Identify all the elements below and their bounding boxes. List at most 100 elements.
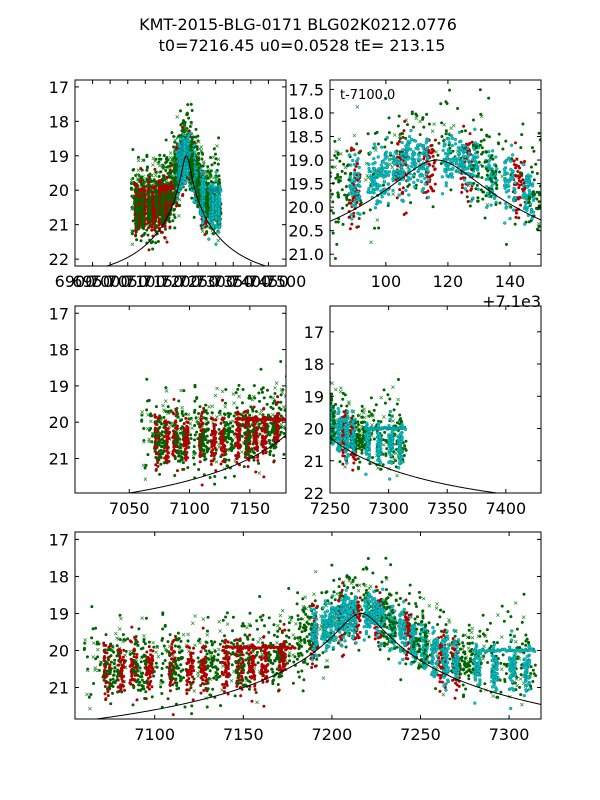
data-point bbox=[447, 143, 451, 147]
data-point bbox=[426, 175, 430, 179]
data-point bbox=[382, 175, 386, 179]
data-point bbox=[412, 173, 416, 177]
data-point bbox=[175, 136, 179, 140]
data-point bbox=[513, 190, 517, 194]
data-point bbox=[418, 174, 422, 178]
data-point bbox=[401, 199, 405, 203]
data-point bbox=[496, 141, 500, 145]
data-point bbox=[519, 180, 523, 184]
data-point bbox=[172, 208, 176, 212]
data-point bbox=[165, 240, 169, 244]
data-point bbox=[153, 188, 157, 192]
data-point bbox=[530, 170, 534, 174]
data-point bbox=[197, 183, 201, 187]
data-point bbox=[444, 129, 448, 133]
data-point bbox=[134, 207, 138, 211]
data-point bbox=[137, 173, 141, 177]
data-point bbox=[491, 172, 495, 176]
data-point bbox=[343, 171, 347, 175]
data-point bbox=[407, 135, 412, 139]
data-point bbox=[520, 174, 524, 178]
data-point bbox=[189, 140, 193, 144]
data-point bbox=[135, 228, 139, 232]
data-point bbox=[148, 177, 152, 181]
data-point bbox=[485, 191, 490, 195]
data-point bbox=[162, 209, 166, 213]
data-point bbox=[215, 144, 219, 148]
data-point bbox=[525, 208, 529, 213]
data-point bbox=[379, 163, 383, 167]
data-point bbox=[139, 182, 143, 186]
data-point bbox=[139, 207, 143, 211]
data-point bbox=[134, 224, 138, 228]
data-point bbox=[396, 142, 400, 146]
data-point bbox=[151, 223, 155, 227]
data-point bbox=[333, 257, 337, 261]
data-point bbox=[165, 212, 169, 216]
x-tick-label: 7100 bbox=[125, 272, 166, 291]
data-point bbox=[131, 177, 135, 181]
data-point bbox=[465, 189, 469, 193]
data-point bbox=[414, 162, 418, 166]
data-point bbox=[426, 178, 431, 182]
data-point bbox=[153, 207, 157, 211]
data-point bbox=[466, 200, 470, 204]
data-point bbox=[331, 231, 335, 235]
data-point bbox=[331, 200, 335, 204]
data-point bbox=[373, 226, 377, 230]
data-point bbox=[476, 196, 480, 200]
data-point bbox=[508, 216, 512, 221]
data-point bbox=[474, 187, 478, 191]
data-point bbox=[375, 218, 380, 222]
data-point bbox=[197, 188, 201, 192]
data-point bbox=[502, 167, 507, 171]
data-point bbox=[147, 180, 151, 184]
data-point bbox=[368, 151, 372, 155]
data-point bbox=[142, 185, 146, 189]
data-point bbox=[363, 178, 368, 182]
data-point bbox=[387, 131, 391, 135]
data-point bbox=[164, 161, 168, 165]
data-point bbox=[160, 200, 164, 204]
data-point bbox=[529, 210, 533, 214]
data-point bbox=[175, 145, 179, 149]
data-point bbox=[147, 209, 151, 213]
data-point bbox=[468, 181, 473, 185]
data-point bbox=[521, 183, 526, 188]
data-point bbox=[323, 146, 326, 149]
data-point bbox=[426, 189, 430, 193]
data-point bbox=[201, 225, 205, 229]
data-point bbox=[160, 230, 164, 234]
data-point bbox=[197, 174, 201, 178]
data-point bbox=[336, 193, 340, 197]
data-point bbox=[507, 180, 511, 184]
x-tick-label: 7450 bbox=[248, 272, 289, 291]
data-point bbox=[177, 134, 181, 138]
data-point bbox=[368, 208, 372, 212]
data-point bbox=[392, 169, 396, 173]
data-point bbox=[479, 139, 483, 143]
data-point bbox=[487, 186, 491, 190]
data-point bbox=[160, 219, 164, 223]
data-point bbox=[401, 190, 405, 194]
data-point bbox=[142, 198, 146, 202]
data-point bbox=[521, 193, 525, 197]
data-point bbox=[440, 175, 445, 179]
data-point bbox=[191, 158, 195, 162]
data-point bbox=[481, 197, 485, 201]
data-point bbox=[131, 147, 135, 151]
data-point bbox=[453, 137, 458, 142]
data-point bbox=[515, 211, 519, 215]
data-point bbox=[173, 152, 177, 156]
data-point bbox=[135, 200, 139, 204]
data-point bbox=[345, 203, 349, 207]
data-point bbox=[167, 219, 171, 223]
data-point bbox=[462, 124, 466, 128]
data-point bbox=[476, 199, 480, 203]
data-point bbox=[381, 183, 385, 187]
data-point bbox=[336, 220, 340, 224]
data-point bbox=[336, 173, 340, 177]
data-point bbox=[543, 158, 546, 161]
data-point bbox=[335, 242, 339, 246]
